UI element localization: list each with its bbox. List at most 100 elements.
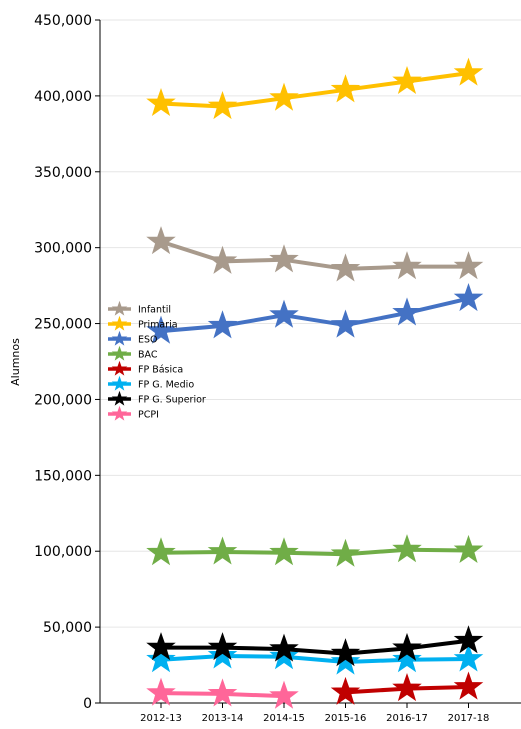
series-layer [146, 57, 484, 709]
series-primaria [146, 57, 484, 120]
x-tick-label: 2014-15 [263, 713, 305, 724]
x-tick-label: 2013-14 [202, 713, 244, 724]
series-eso [146, 282, 484, 344]
data-point-star [146, 315, 176, 344]
data-point-star [146, 226, 176, 255]
data-point-star [207, 632, 238, 661]
data-point-star [392, 534, 422, 563]
legend-label: ESO [138, 335, 158, 346]
y-axis-label: Alumnos [9, 338, 22, 386]
data-point-star [146, 87, 176, 117]
data-point-star [269, 633, 299, 662]
data-point-star [453, 282, 484, 312]
data-point-star [269, 641, 299, 670]
data-point-star [392, 297, 422, 326]
legend-star-marker [111, 390, 128, 406]
legend-star-marker [111, 345, 128, 361]
series-line [160, 239, 469, 271]
data-point-star [330, 309, 361, 338]
x-tick-label: 2012-13 [140, 713, 182, 724]
legend-star-marker [111, 360, 128, 376]
data-point-star [269, 680, 299, 709]
series-line [160, 71, 469, 109]
legend-label: BAC [138, 350, 158, 361]
legend-item: ESO [108, 330, 158, 346]
data-point-star [207, 640, 238, 669]
y-tick-labels: 0 50,000 100,000 150,000 200,000 250,000 300,0… [34, 13, 100, 712]
x-tick-label: 2017-18 [448, 713, 490, 724]
data-point-star [269, 299, 299, 328]
x-tick-labels: 2012-13 2013-14 2014-15 2015-16 2016-17 2017-… [140, 703, 489, 724]
grid-layer [100, 19, 521, 704]
legend-item: Primaria [108, 315, 178, 331]
data-point-star [453, 671, 484, 700]
series-pcpi [146, 677, 299, 709]
y-tick-label: 200,000 [34, 392, 92, 408]
legend-star-marker [111, 330, 128, 346]
y-tick-label: 350,000 [34, 165, 92, 181]
data-point-star [207, 678, 238, 707]
data-point-star [453, 251, 484, 280]
data-point-star [146, 677, 176, 706]
legend-item: FP Básica [108, 360, 183, 376]
series-line [161, 638, 469, 656]
data-point-star [392, 673, 422, 702]
data-point-star [330, 253, 361, 282]
y-tick-label: 50,000 [43, 620, 92, 636]
legend-star-marker [111, 405, 128, 421]
data-point-star [146, 644, 176, 673]
data-point-star [392, 644, 422, 673]
series-fp-b-sica [330, 671, 484, 705]
series-fp-g-medio [146, 640, 484, 675]
data-point-star [207, 310, 238, 339]
data-point-star [453, 534, 484, 564]
legend-label: FP G. Medio [138, 380, 194, 391]
x-tick-label: 2015-16 [325, 713, 367, 724]
y-tick-label: 300,000 [34, 241, 92, 257]
data-point-star [453, 625, 484, 654]
data-point-star [269, 82, 299, 111]
data-point-star [207, 90, 238, 120]
data-point-star [392, 65, 422, 95]
data-point-star [330, 538, 361, 567]
legend-label: FP Básica [138, 365, 183, 376]
legend-label: Infantil [138, 305, 171, 316]
y-tick-label: 100,000 [34, 544, 92, 560]
data-point-star [146, 632, 176, 661]
series-fp-g-superior [146, 625, 484, 667]
series-infantil [146, 226, 484, 282]
legend-item: Infantil [108, 300, 171, 316]
legend-item: PCPI [108, 405, 159, 421]
legend-item: FP G. Superior [108, 390, 206, 406]
legend-item: BAC [108, 345, 158, 361]
data-point-star [269, 244, 299, 273]
data-point-star [207, 536, 238, 565]
data-point-star [453, 57, 484, 86]
data-point-star [392, 251, 422, 280]
x-tick-label: 2016-17 [386, 713, 428, 724]
axes-layer [99, 20, 521, 704]
data-point-star [269, 537, 299, 566]
legend-star-marker [111, 375, 128, 391]
y-tick-label: 150,000 [34, 468, 92, 484]
series-line [160, 653, 469, 665]
series-line [160, 547, 469, 557]
legend-label: Primaria [138, 320, 178, 331]
legend-item: FP G. Medio [108, 375, 194, 391]
y-tick-label: 450,000 [34, 13, 92, 29]
legend-star-marker [111, 300, 128, 316]
data-point-star [207, 245, 238, 274]
legend-star-marker [111, 315, 128, 331]
data-point-star [330, 638, 361, 667]
y-tick-label: 0 [83, 696, 92, 712]
data-point-star [330, 74, 361, 103]
legend-label: PCPI [138, 410, 159, 421]
legend: Infantil Primaria ESO BAC FP Básica FP G. Med… [108, 300, 206, 421]
series-line [160, 296, 469, 334]
data-point-star [330, 676, 361, 705]
legend-label: FP G. Superior [138, 395, 206, 406]
y-tick-label: 250,000 [34, 317, 92, 333]
data-point-star [453, 643, 484, 672]
